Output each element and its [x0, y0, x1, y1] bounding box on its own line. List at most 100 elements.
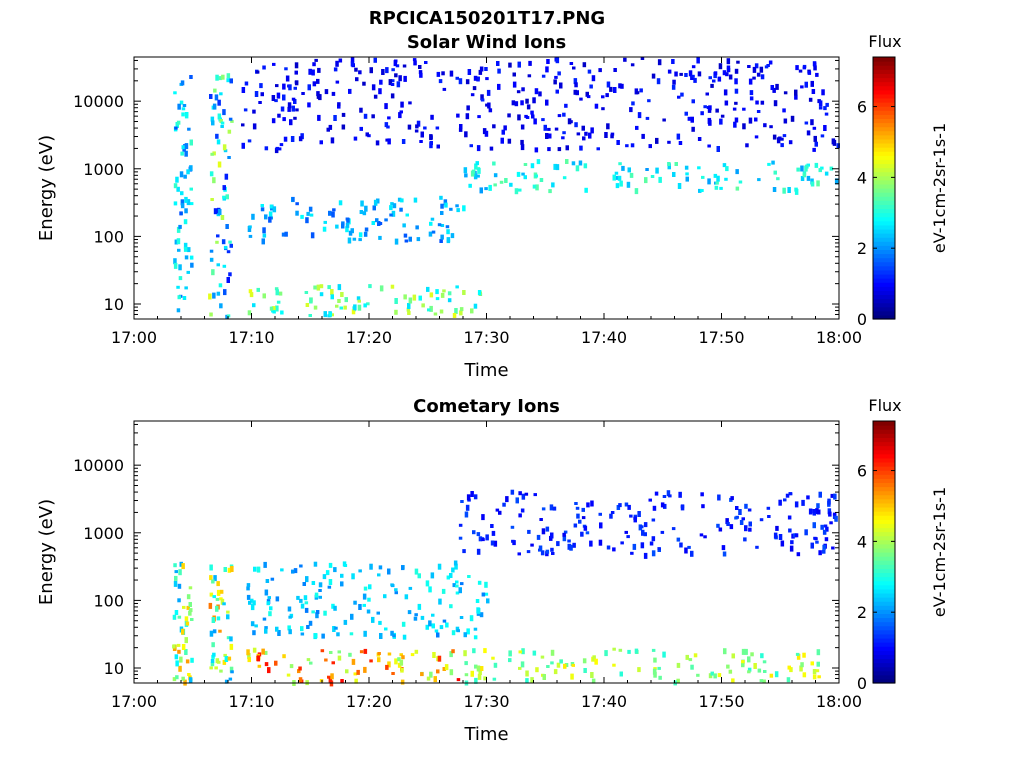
- data-cell: [802, 173, 807, 178]
- data-cell: [378, 235, 382, 240]
- data-cell: [208, 293, 212, 300]
- data-cell: [327, 675, 331, 679]
- data-cell: [466, 628, 470, 635]
- data-cell: [478, 69, 483, 75]
- data-cell: [550, 661, 554, 665]
- data-cell: [414, 129, 419, 133]
- data-cell: [662, 118, 666, 122]
- colorbar-tick-label: 6: [857, 98, 867, 117]
- data-cell: [543, 124, 547, 131]
- data-cell: [484, 130, 489, 137]
- data-cell: [317, 67, 321, 73]
- data-cell: [441, 588, 446, 594]
- data-cell: [213, 208, 218, 215]
- colorbar-units-label: eV-1cm-2sr-1s-1: [930, 487, 949, 617]
- data-cell: [700, 189, 704, 192]
- colorbar-swatch: [873, 523, 895, 529]
- data-cell: [662, 495, 667, 498]
- data-cell: [620, 83, 624, 89]
- data-cell: [351, 309, 356, 315]
- data-cell: [391, 79, 395, 83]
- colorbar-swatch: [873, 633, 895, 639]
- data-cell: [275, 289, 279, 296]
- data-cell: [795, 65, 799, 71]
- data-cell: [652, 505, 657, 511]
- data-cell: [562, 112, 566, 117]
- data-cell: [757, 178, 761, 182]
- data-cell: [188, 586, 193, 590]
- data-cell: [688, 70, 693, 77]
- data-cell: [697, 166, 701, 170]
- data-cell: [309, 661, 313, 665]
- data-cell: [629, 107, 633, 113]
- data-cell: [402, 64, 407, 68]
- data-cell: [267, 667, 271, 674]
- data-cell: [314, 592, 319, 598]
- data-cell: [362, 593, 367, 600]
- data-cell: [333, 567, 337, 573]
- data-cell: [214, 666, 218, 670]
- data-cell: [268, 611, 272, 617]
- data-cell: [241, 87, 246, 93]
- data-cell: [372, 205, 376, 211]
- data-cell: [178, 665, 182, 672]
- data-cell: [773, 170, 777, 175]
- data-cell: [728, 74, 733, 80]
- data-cell: [331, 661, 335, 665]
- colorbar-swatch: [873, 65, 895, 70]
- data-cell: [445, 622, 449, 628]
- data-cell: [212, 177, 216, 184]
- data-cell: [274, 660, 278, 666]
- data-cell: [387, 568, 391, 575]
- data-cell: [226, 610, 230, 614]
- data-cell: [477, 115, 481, 119]
- data-cell: [730, 496, 734, 501]
- data-cell: [396, 81, 401, 88]
- data-cell: [812, 522, 816, 529]
- data-cell: [684, 111, 688, 116]
- data-cell: [772, 87, 776, 93]
- data-cell: [438, 598, 442, 605]
- data-cell: [313, 305, 318, 310]
- data-cell: [252, 303, 256, 308]
- spectrogram-data: [172, 489, 838, 687]
- data-cell: [184, 286, 188, 290]
- y-tick-label: 10000: [73, 456, 124, 475]
- data-cell: [363, 586, 368, 591]
- data-cell: [780, 540, 785, 547]
- colorbar-swatch: [873, 572, 895, 578]
- data-cell: [431, 230, 436, 234]
- data-cell: [477, 290, 482, 295]
- y-tick-label: 10: [104, 295, 124, 314]
- data-cell: [637, 667, 641, 673]
- colorbar-swatch: [873, 269, 895, 275]
- data-cell: [671, 84, 676, 90]
- data-cell: [685, 654, 689, 660]
- data-cell: [440, 211, 444, 215]
- data-cell: [822, 549, 826, 554]
- data-cell: [542, 674, 546, 680]
- data-cell: [680, 92, 684, 97]
- data-cell: [408, 297, 413, 304]
- data-cell: [244, 81, 249, 86]
- data-cell: [467, 69, 472, 75]
- data-cell: [241, 123, 245, 127]
- data-cell: [787, 515, 792, 520]
- data-cell: [780, 143, 784, 148]
- data-cell: [401, 139, 406, 144]
- data-cell: [319, 284, 324, 289]
- data-cell: [264, 214, 268, 220]
- data-cell: [518, 666, 522, 670]
- data-cell: [574, 502, 578, 505]
- data-cell: [677, 183, 682, 189]
- data-cell: [338, 200, 343, 206]
- data-cell: [179, 656, 183, 663]
- colorbar-swatch: [873, 306, 895, 312]
- data-cell: [222, 659, 227, 665]
- colorbar-swatch: [873, 196, 895, 201]
- data-cell: [731, 678, 735, 683]
- data-cell: [335, 224, 339, 229]
- data-cell: [466, 105, 470, 111]
- data-cell: [562, 176, 567, 180]
- data-cell: [174, 239, 179, 245]
